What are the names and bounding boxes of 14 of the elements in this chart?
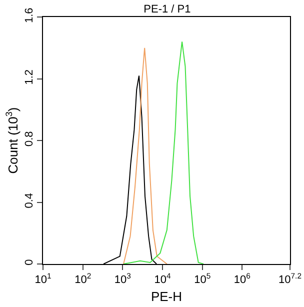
y-tick-label: 0.4 [24,192,36,208]
y-tick-label: 1.6 [24,8,36,23]
x-tick-label: 10$^{1}$ [34,272,52,286]
y-tick-label: 1.2 [24,69,36,85]
chart-title: PE-1 / P1 [144,3,191,16]
x-tick-label: 10$^{4}$ [154,272,172,286]
x-tick-label: 10$^{3}$ [114,272,131,286]
x-tick-label: 10$^{7.2}$ [278,272,302,286]
x-axis-title: PE-H [150,288,182,304]
x-tick-label: 10$^{5}$ [194,272,211,286]
y-tick-label: 0 [24,259,36,266]
y-tick-label: 0.8 [24,131,36,146]
x-tick-label: 10$^{6}$ [234,272,250,286]
x-tick-label: 10$^{2}$ [74,272,92,286]
